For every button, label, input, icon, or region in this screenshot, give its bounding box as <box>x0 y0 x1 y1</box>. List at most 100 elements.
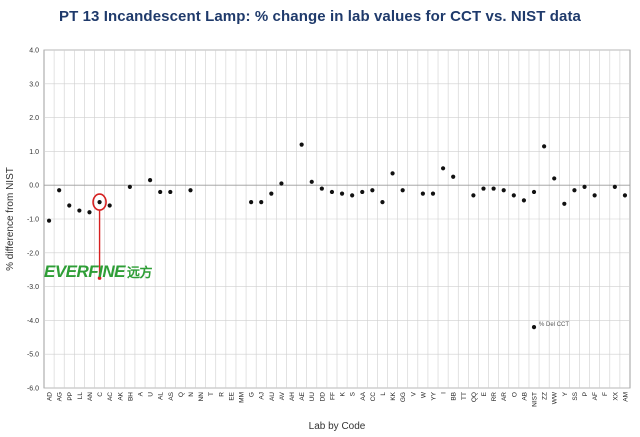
data-point <box>491 186 496 191</box>
data-point <box>572 188 577 193</box>
x-tick-labels: AD AG PP LL AN C AC AK BH A U AL AS Q N NN T R EE MM G AJ AU AV… <box>47 391 630 407</box>
x-tick-label: AC <box>107 392 114 401</box>
data-point <box>168 189 173 195</box>
x-tick-label: K <box>340 391 347 396</box>
data-points <box>46 142 628 223</box>
x-tick-label: S <box>350 391 357 396</box>
data-point <box>592 193 597 198</box>
y-tick-labels: 4.0 3.0 2.0 1.0 0.0 -1.0 -2.0 -3.0 -4.0 -5.0 -6.0 <box>27 48 39 393</box>
data-point <box>319 186 324 191</box>
data-point <box>279 181 284 186</box>
y-tick-label: 1.0 <box>29 149 39 156</box>
legend-marker <box>531 325 537 330</box>
x-tick-label: RR <box>491 392 498 402</box>
y-tick-label: -2.0 <box>27 250 39 257</box>
x-tick-label: DD <box>319 392 326 402</box>
data-point <box>400 188 405 193</box>
x-tick-label: G <box>249 392 256 397</box>
data-point <box>430 191 436 196</box>
x-tick-label: AM <box>622 392 629 402</box>
chart-title: PT 13 Incandescent Lamp: % change in lab… <box>58 8 582 25</box>
x-tick-label: BB <box>451 392 458 401</box>
x-tick-label: A <box>137 391 144 396</box>
x-tick-label: MM <box>239 392 246 403</box>
y-tick-label: 4.0 <box>29 48 39 55</box>
data-point <box>622 193 628 198</box>
x-tick-label: XX <box>612 391 619 400</box>
logo-text: EVERFINE <box>44 262 126 281</box>
data-point <box>390 171 395 176</box>
data-point <box>147 178 153 183</box>
x-tick-label: GG <box>400 392 407 402</box>
data-point <box>329 189 335 195</box>
data-point <box>97 200 102 205</box>
x-tick-label: SS <box>572 391 579 400</box>
x-tick-label: EE <box>228 391 235 400</box>
data-point <box>451 174 456 179</box>
x-tick-label: W <box>420 391 427 398</box>
data-point <box>309 179 314 184</box>
y-tick-label: 0.0 <box>29 183 39 190</box>
highlight-pointer-end <box>97 276 102 280</box>
x-tick-label: Q <box>178 392 185 397</box>
x-tick-label: CC <box>370 392 377 402</box>
data-point <box>67 203 72 208</box>
x-tick-label: AE <box>299 391 306 400</box>
x-tick-label: T <box>208 392 215 396</box>
data-point <box>612 184 617 189</box>
data-point <box>420 191 425 196</box>
data-point <box>552 176 557 181</box>
data-point <box>440 166 446 171</box>
y-tick-label: -4.0 <box>27 318 39 325</box>
y-tick-label: -3.0 <box>27 284 39 291</box>
data-point <box>471 193 476 198</box>
data-point <box>127 184 132 189</box>
legend: % Del CCT <box>531 322 569 330</box>
data-point <box>562 201 567 206</box>
x-tick-label: NN <box>198 392 205 402</box>
data-point <box>259 200 264 205</box>
x-tick-label: AV <box>279 391 286 400</box>
x-tick-label: U <box>148 392 155 397</box>
data-point <box>269 191 274 196</box>
x-tick-label: AR <box>501 392 508 401</box>
x-tick-label: UU <box>309 392 316 402</box>
data-point <box>360 189 365 195</box>
x-tick-label: AJ <box>259 392 266 400</box>
data-point <box>501 188 506 193</box>
x-tick-label: AA <box>360 391 367 400</box>
data-point <box>370 188 375 193</box>
x-tick-label: WW <box>552 391 559 404</box>
logo-cn-text: 远方 <box>127 265 153 280</box>
data-point <box>380 200 385 205</box>
x-tick-label: AD <box>47 392 54 401</box>
x-tick-label: R <box>218 392 225 397</box>
x-tick-label: YY <box>430 391 437 400</box>
x-tick-label: FF <box>329 392 336 400</box>
data-point <box>542 144 547 149</box>
y-tick-label: 2.0 <box>29 115 39 122</box>
x-tick-label: F <box>602 392 609 396</box>
x-tick-label: AF <box>592 392 599 400</box>
x-tick-label: BH <box>127 392 134 401</box>
x-axis-title: Lab by Code <box>309 421 366 432</box>
data-point <box>481 186 486 191</box>
data-point <box>249 200 254 205</box>
data-point <box>57 188 62 193</box>
data-point <box>339 191 345 196</box>
x-tick-label: C <box>97 392 104 397</box>
x-tick-label: AG <box>57 392 64 401</box>
data-point <box>87 210 92 215</box>
y-tick-label: -6.0 <box>27 386 39 393</box>
x-tick-label: AK <box>117 391 124 400</box>
x-tick-label: NIST <box>532 392 539 407</box>
data-point <box>107 203 112 208</box>
x-tick-label: AL <box>158 392 165 400</box>
x-tick-label: AH <box>289 392 296 401</box>
x-tick-label: TT <box>461 392 468 400</box>
y-axis-title: % difference from NIST <box>5 167 16 271</box>
x-tick-label: ZZ <box>542 392 549 400</box>
x-tick-label: N <box>188 392 195 397</box>
data-point <box>158 189 163 195</box>
y-tick-label: -1.0 <box>27 217 39 224</box>
